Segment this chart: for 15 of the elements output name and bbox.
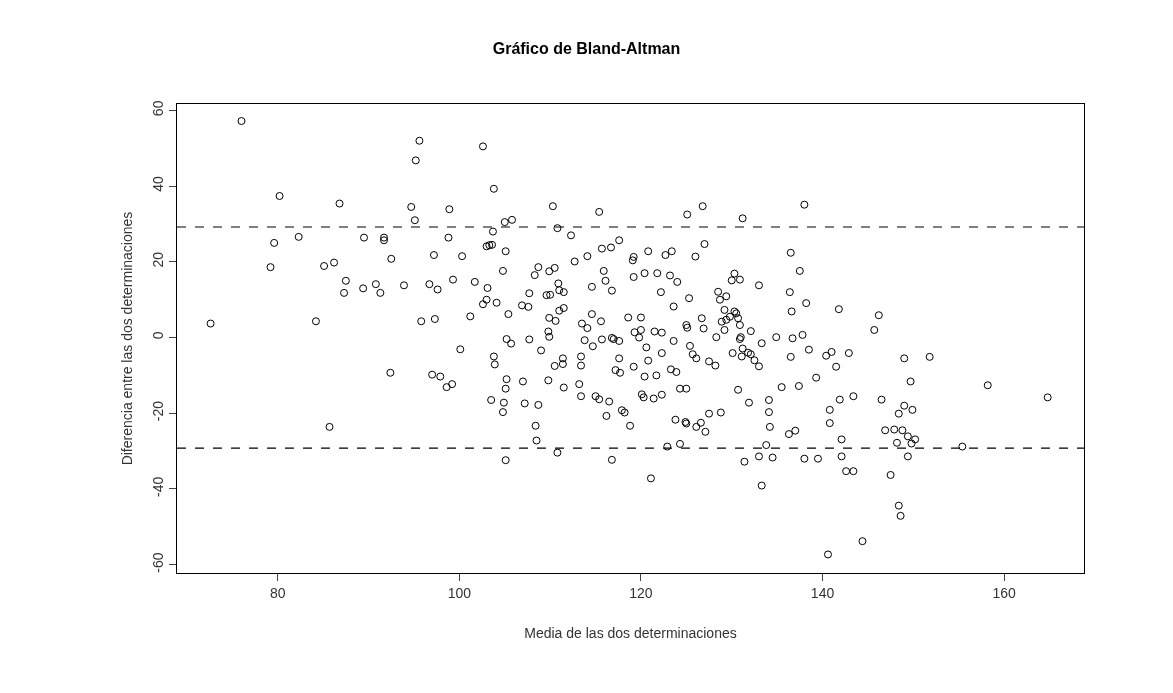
x-tick-label: 160 xyxy=(992,584,1016,601)
x-tick-label: 120 xyxy=(629,584,653,601)
y-tick-label: -60 xyxy=(150,552,167,573)
x-axis-title: Media de las dos determinaciones xyxy=(524,625,737,642)
y-tick-label: -40 xyxy=(150,476,167,497)
y-tick-label: 20 xyxy=(150,251,167,268)
y-tick-label: -20 xyxy=(150,400,167,422)
y-axis-title: Diferencia entre las dos determinaciones xyxy=(119,211,135,466)
x-tick-label: 80 xyxy=(269,584,286,601)
y-tick-label: 0 xyxy=(150,331,167,340)
x-tick-label: 140 xyxy=(810,584,835,601)
y-tick-label: 40 xyxy=(150,176,167,192)
y-tick-label: 60 xyxy=(150,100,167,117)
chart-title: Gráfico de Bland-Altman xyxy=(492,40,681,58)
x-tick-label: 100 xyxy=(447,584,472,601)
